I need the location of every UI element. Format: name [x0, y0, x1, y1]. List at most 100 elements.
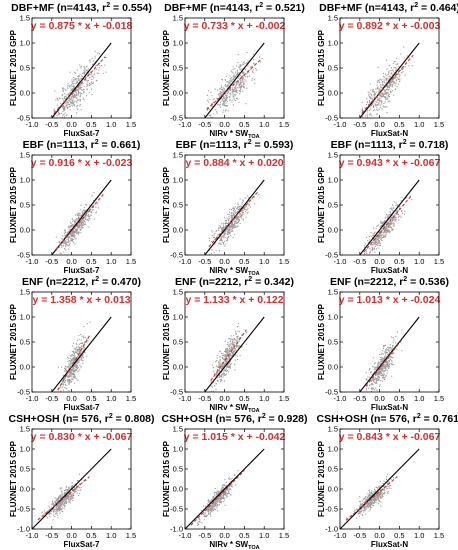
scatter-point: [383, 373, 385, 375]
scatter-point: [391, 223, 393, 225]
scatter-points: [210, 322, 248, 392]
scatter-point: [85, 223, 87, 226]
scatter-point: [373, 372, 375, 375]
scatter-point: [386, 227, 388, 229]
scatter-point: [381, 221, 383, 223]
scatter-point: [222, 501, 224, 503]
scatter-point: [381, 370, 383, 372]
scatter-point: [67, 102, 69, 104]
scatter-point: [74, 220, 76, 222]
scatter-point: [373, 105, 375, 107]
scatter-point: [56, 505, 58, 507]
scatter-point: [373, 248, 375, 250]
scatter-point: [88, 219, 90, 221]
scatter-point: [77, 215, 79, 217]
scatter-point: [232, 96, 234, 98]
scatter-point: [380, 235, 382, 237]
scatter-point: [222, 104, 224, 106]
scatter-point: [219, 242, 221, 244]
scatter-point: [376, 369, 378, 371]
scatter-point: [75, 488, 78, 490]
scatter-point: [80, 486, 82, 488]
scatter-point: [373, 102, 375, 104]
panel-title-main: CSH+OSH (n= 576, r: [8, 413, 108, 425]
scatter-point: [376, 241, 378, 243]
y-axis-label: FLUXNET 2015 GPP: [162, 29, 171, 106]
x-tick-label: 1.0: [106, 531, 116, 540]
scatter-point: [223, 103, 225, 105]
scatter-point: [65, 234, 68, 236]
scatter-point: [208, 114, 210, 116]
scatter-point: [361, 115, 363, 117]
scatter-point: [77, 214, 79, 216]
scatter-point: [392, 80, 394, 82]
scatter-point: [394, 82, 396, 84]
scatter-point: [70, 224, 72, 227]
scatter-point: [84, 351, 86, 354]
scatter-point: [383, 89, 385, 91]
scatter-point: [396, 348, 398, 350]
scatter-point: [368, 94, 370, 96]
scatter-point: [369, 241, 371, 243]
scatter-point: [81, 86, 83, 89]
scatter-point: [255, 68, 257, 70]
scatter-point: [75, 89, 77, 92]
scatter-point: [374, 103, 376, 105]
scatter-point: [372, 384, 374, 386]
scatter-point: [384, 92, 386, 94]
scatter-point: [197, 524, 199, 526]
scatter-point: [95, 68, 97, 70]
scatter-point: [77, 90, 80, 92]
scatter-point: [234, 351, 236, 353]
panel-title-end: = 0.718): [407, 139, 449, 151]
scatter-point: [57, 510, 59, 512]
scatter-point: [71, 378, 73, 380]
scatter-point: [76, 365, 78, 367]
scatter-point: [234, 90, 236, 92]
scatter-point: [216, 507, 218, 509]
scatter-point: [232, 352, 234, 354]
scatter-point: [80, 228, 82, 230]
scatter-point: [238, 84, 240, 86]
scatter-point: [225, 484, 227, 487]
scatter-point: [247, 195, 249, 197]
scatter-point: [72, 368, 74, 370]
scatter-point: [367, 256, 368, 257]
scatter-point: [380, 363, 382, 365]
scatter-point: [66, 489, 68, 491]
scatter-point: [386, 365, 388, 367]
x-axis-label-main: FluxSat-7: [63, 403, 100, 412]
scatter-point: [364, 107, 366, 109]
panel-title-main: ENF (n=2212, r: [175, 276, 248, 288]
scatter-point: [243, 72, 245, 74]
scatter-point: [83, 73, 86, 75]
scatter-point: [64, 506, 66, 508]
scatter-point: [66, 94, 68, 96]
scatter-point: [223, 235, 225, 237]
x-axis-label: NIRv * SWTOA: [209, 403, 259, 414]
scatter-point: [199, 519, 201, 521]
scatter-point: [74, 374, 76, 376]
regression-line: [361, 54, 414, 114]
scatter-point: [380, 225, 382, 227]
scatter-point: [88, 218, 90, 220]
scatter-point: [247, 203, 249, 205]
scatter-point: [235, 216, 237, 218]
scatter-point: [60, 496, 62, 498]
regression-equation: y = 1.013 * x + -0.024: [339, 294, 441, 306]
scatter-point: [373, 91, 376, 93]
scatter-point: [219, 95, 221, 98]
scatter-point: [71, 225, 73, 227]
scatter-point: [59, 106, 61, 108]
scatter-point: [229, 81, 231, 83]
scatter-point: [225, 98, 227, 100]
scatter-point: [386, 85, 388, 87]
scatter-point: [78, 93, 80, 95]
scatter-point: [228, 350, 230, 352]
scatter-point: [226, 492, 228, 494]
scatter-point: [237, 339, 239, 341]
scatter-point: [75, 364, 77, 366]
scatter-point: [41, 511, 44, 513]
scatter-point: [81, 220, 83, 223]
scatter-point: [70, 370, 72, 372]
